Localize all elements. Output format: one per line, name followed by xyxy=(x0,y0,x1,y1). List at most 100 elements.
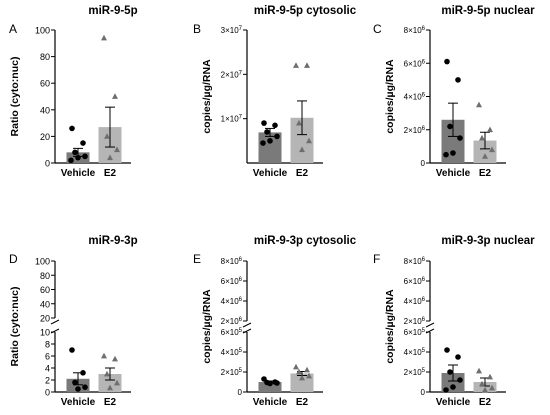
y-tick-label-exponent: 7 xyxy=(239,26,243,32)
data-point xyxy=(267,380,273,387)
x-tick-label: Vehicle xyxy=(436,397,471,408)
y-tick-label: 4×106 xyxy=(221,297,243,306)
bar-group-e2: E2 xyxy=(473,101,497,179)
data-point xyxy=(82,153,88,160)
y-tick-label-mantissa: 2×10 xyxy=(404,126,423,135)
y-tick-label-mantissa: 4×10 xyxy=(404,348,423,357)
y-tick-label: 4×105 xyxy=(221,348,243,357)
x-tick-label: E2 xyxy=(296,397,309,408)
bar-group-vehicle: Vehicle xyxy=(61,347,96,408)
data-point xyxy=(267,138,273,144)
y-tick-label-exponent: 5 xyxy=(239,328,243,334)
data-point xyxy=(443,151,449,158)
y-tick-label: 20 xyxy=(40,132,50,142)
data-point xyxy=(293,363,299,370)
y-tick-label: 0 xyxy=(238,388,243,397)
y-tick-label-mantissa: 1×10 xyxy=(221,115,240,124)
x-tick-label: E2 xyxy=(104,397,117,408)
bar-group-vehicle: Vehicle xyxy=(253,376,288,408)
y-tick-label-exponent: 7 xyxy=(239,70,243,76)
y-tick-label-exponent: 5 xyxy=(422,368,426,374)
y-tick-label-exponent: 6 xyxy=(239,257,243,263)
data-point xyxy=(450,150,456,156)
y-tick-label-mantissa: 8×10 xyxy=(221,257,240,266)
data-point xyxy=(479,134,485,141)
y-tick-label-exponent: 5 xyxy=(422,328,426,334)
data-point xyxy=(306,137,312,144)
x-tick-label: Vehicle xyxy=(61,397,96,408)
data-point xyxy=(457,135,463,141)
bar-group-vehicle: Vehicle xyxy=(436,347,471,408)
panel-letter: C xyxy=(373,22,382,36)
y-tick-label: 3×107 xyxy=(221,26,243,35)
y-tick-label-mantissa: 8×10 xyxy=(404,257,423,266)
data-point xyxy=(304,366,310,373)
data-point xyxy=(476,367,482,374)
y-tick-label-exponent: 6 xyxy=(239,277,243,283)
y-tick-label-mantissa: 4×10 xyxy=(221,348,240,357)
data-point xyxy=(107,384,113,391)
data-point xyxy=(306,372,312,379)
bar xyxy=(258,382,282,392)
y-axis: 0 20 40 60 80 100 xyxy=(35,26,56,169)
data-point xyxy=(489,384,495,391)
y-tick-label-exponent: 5 xyxy=(239,348,243,354)
data-point xyxy=(443,387,449,393)
y-tick-label: 4 xyxy=(45,364,50,374)
data-point xyxy=(299,374,305,381)
data-point xyxy=(72,379,78,386)
data-point xyxy=(487,126,493,133)
y-tick-label-mantissa: 0 xyxy=(421,388,426,397)
y-tick-label: 0 xyxy=(45,388,50,398)
y-tick-label-exponent: 6 xyxy=(422,59,426,65)
data-point xyxy=(101,352,107,359)
x-tick-label: Vehicle xyxy=(61,168,96,179)
y-tick-label-mantissa: 6×10 xyxy=(404,277,423,286)
axis-break-mark xyxy=(50,319,60,325)
bar-group-e2: E2 xyxy=(98,352,122,408)
y-tick-label: 2×105 xyxy=(221,368,243,377)
data-point xyxy=(444,58,450,65)
y-tick-label: 4×106 xyxy=(404,297,426,306)
chart-title: miR-9-5p xyxy=(88,5,137,17)
y-tick-label: 2 xyxy=(45,376,50,386)
y-tick-label: 100 xyxy=(35,26,50,36)
data-point xyxy=(82,384,88,391)
y-tick-label: 2×106 xyxy=(404,126,426,135)
data-point xyxy=(482,153,488,159)
y-tick-label: 100 xyxy=(35,257,50,267)
y-tick-label: 6×105 xyxy=(404,328,426,337)
bar-group-vehicle: Vehicle xyxy=(253,120,288,179)
y-tick-label-mantissa: 2×10 xyxy=(404,317,423,326)
y-tick-label: 8×106 xyxy=(404,26,426,35)
bar xyxy=(473,140,497,163)
y-tick-label: 10 xyxy=(40,328,50,338)
bar-group-e2: E2 xyxy=(290,62,314,179)
data-point xyxy=(274,380,280,386)
data-point xyxy=(114,379,120,386)
y-tick-label: 2×106 xyxy=(221,317,243,326)
data-point xyxy=(80,140,86,146)
panel-letter: F xyxy=(373,252,380,266)
data-point xyxy=(455,354,461,360)
data-point xyxy=(75,386,81,392)
panel-letter: A xyxy=(9,22,17,36)
y-tick-label-exponent: 6 xyxy=(422,317,426,323)
y-tick-label: 8×106 xyxy=(221,257,243,266)
y-tick-label-mantissa: 6×10 xyxy=(221,277,240,286)
y-tick-label-exponent: 6 xyxy=(422,93,426,99)
data-point xyxy=(80,370,86,376)
y-tick-label-exponent: 6 xyxy=(422,126,426,132)
bar xyxy=(290,117,314,163)
y-tick-label-mantissa: 6×10 xyxy=(221,328,240,337)
data-point xyxy=(479,380,485,387)
data-point xyxy=(69,125,75,132)
data-point xyxy=(101,34,107,41)
